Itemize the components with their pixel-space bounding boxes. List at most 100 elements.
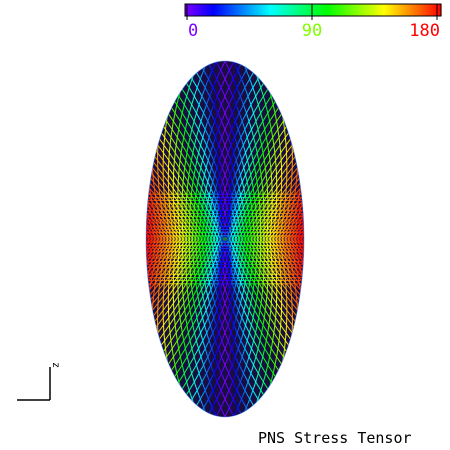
mesh-segment — [275, 146, 280, 152]
mesh-segment — [222, 74, 226, 80]
mesh-segment — [156, 314, 161, 320]
mesh-segment — [229, 298, 232, 304]
mesh-segment — [241, 142, 245, 148]
mesh-segment — [225, 114, 228, 120]
mesh-segment — [247, 310, 250, 316]
mesh-segment — [168, 338, 173, 344]
mesh-segment — [209, 362, 213, 368]
mesh-segment — [157, 298, 162, 304]
mesh-segment — [180, 146, 183, 152]
mesh-segment — [218, 122, 222, 128]
stress-field-ellipse — [145, 60, 305, 418]
mesh-segment — [239, 358, 242, 364]
mesh-segment — [197, 102, 201, 108]
mesh-segment — [227, 370, 231, 376]
mesh-segment — [234, 290, 238, 296]
mesh-segment — [241, 342, 245, 348]
mesh-segment — [275, 170, 280, 176]
mesh-segment — [192, 178, 194, 184]
mesh-segment — [203, 366, 207, 372]
mesh-segment — [204, 114, 208, 120]
mesh-segment — [186, 150, 188, 156]
mesh-segment — [201, 290, 204, 296]
mesh-segment — [180, 358, 183, 364]
mesh-segment — [146, 226, 147, 232]
mesh-segment — [267, 290, 272, 296]
mesh-segment — [267, 158, 272, 164]
mesh-segment — [232, 122, 235, 128]
mesh-segment — [163, 346, 168, 352]
mesh-segment — [208, 122, 212, 128]
mesh-segment — [243, 126, 247, 132]
mesh-segment — [202, 362, 206, 368]
mesh-segment — [185, 294, 190, 300]
mesh-segment — [193, 142, 196, 148]
mesh-segment — [150, 294, 155, 300]
mesh-segment — [201, 402, 204, 408]
mesh-segment — [284, 142, 289, 148]
mesh-segment — [203, 70, 207, 76]
mesh-segment — [186, 330, 190, 336]
mesh-segment — [171, 286, 176, 292]
mesh-segment — [224, 174, 227, 180]
mesh-segment — [262, 154, 265, 160]
mesh-segment — [229, 402, 232, 408]
mesh-segment — [228, 82, 232, 88]
mesh-segment — [269, 186, 274, 192]
mesh-segment — [262, 334, 266, 340]
mesh-segment — [207, 178, 209, 184]
mesh-segment — [243, 346, 246, 352]
mesh-segment — [172, 306, 177, 312]
mesh-segment — [225, 62, 229, 68]
mesh-segment — [170, 134, 172, 140]
mesh-segment — [200, 162, 203, 168]
mesh-segment — [198, 182, 202, 188]
mesh-segment — [212, 122, 215, 128]
mesh-segment — [249, 310, 253, 316]
mesh-segment — [269, 162, 272, 168]
mesh-segment — [257, 326, 262, 332]
mesh-segment — [177, 366, 182, 372]
mesh-segment — [147, 178, 150, 184]
mesh-segment — [252, 166, 256, 172]
mesh-segment — [188, 390, 192, 396]
mesh-segment — [300, 218, 304, 224]
mesh-segment — [287, 146, 292, 152]
mesh-segment — [235, 122, 238, 128]
mesh-segment — [188, 290, 192, 296]
mesh-segment — [243, 402, 247, 408]
mesh-segment — [247, 74, 251, 80]
mesh-segment — [186, 326, 189, 332]
mesh-segment — [176, 154, 180, 160]
mesh-segment — [168, 182, 173, 188]
mesh-segment — [235, 350, 238, 356]
mesh-segment — [240, 98, 244, 104]
mesh-segment — [214, 366, 218, 372]
mesh-segment — [223, 414, 227, 417]
mesh-segment — [215, 114, 218, 120]
mesh-segment — [223, 186, 227, 192]
mesh-segment — [180, 294, 185, 300]
mesh-segment — [197, 162, 201, 168]
mesh-segment — [247, 106, 251, 112]
mesh-segment — [245, 298, 247, 304]
mesh-segment — [267, 182, 272, 188]
mesh-segment — [230, 110, 234, 116]
mesh-segment — [191, 318, 193, 324]
mesh-segment — [283, 174, 288, 180]
mesh-segment — [248, 306, 251, 312]
mesh-segment — [290, 134, 294, 140]
mesh-segment — [253, 298, 257, 304]
mesh-segment — [197, 310, 201, 316]
mesh-segment — [205, 122, 208, 128]
mesh-segment — [280, 106, 283, 112]
mesh-segment — [246, 114, 249, 120]
mesh-segment — [209, 342, 212, 348]
mesh-segment — [303, 226, 304, 232]
mesh-segment — [188, 386, 192, 392]
mesh-segment — [173, 182, 178, 188]
mesh-segment — [201, 90, 205, 96]
mesh-segment — [183, 394, 187, 400]
mesh-segment — [225, 122, 229, 128]
mesh-segment — [175, 114, 180, 120]
